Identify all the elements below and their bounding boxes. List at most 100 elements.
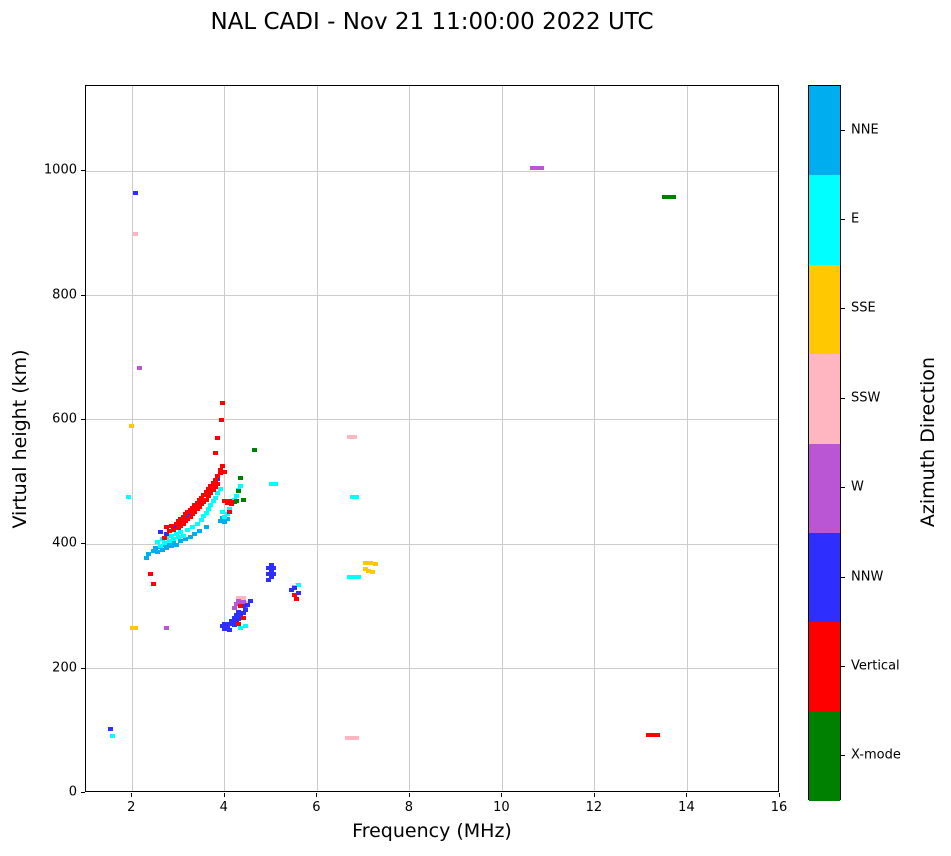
colorbar-label-ssw: SSW — [851, 390, 881, 406]
data-point-x-mode — [240, 497, 246, 502]
data-point-vertical — [178, 524, 184, 529]
data-point-vertical — [224, 501, 230, 506]
data-point-vertical — [217, 471, 223, 476]
x-tick-label: 12 — [585, 800, 603, 815]
data-point-vertical — [185, 517, 191, 522]
data-point-sse — [363, 566, 369, 571]
y-tick-mark — [81, 667, 85, 669]
data-point-vertical — [164, 524, 170, 529]
data-point-vertical — [645, 733, 651, 738]
data-point-e — [243, 624, 249, 629]
x-tick-mark — [593, 793, 595, 797]
data-point-vertical — [217, 467, 223, 472]
data-point-sse — [368, 560, 374, 565]
data-point-vertical — [189, 512, 195, 517]
data-point-ssw — [133, 231, 139, 236]
data-point-nnw — [226, 628, 232, 633]
y-gridline — [86, 295, 778, 297]
data-point-nnw — [266, 578, 272, 583]
data-point-e — [176, 535, 182, 540]
data-point-e — [180, 533, 186, 538]
data-point-vertical — [222, 470, 228, 475]
data-point-e — [173, 531, 179, 536]
x-tick-label: 6 — [312, 800, 321, 815]
y-gridline — [86, 419, 778, 421]
data-point-e — [238, 626, 244, 631]
data-point-nnw — [240, 610, 246, 615]
data-point-x-mode — [233, 498, 239, 503]
data-point-e — [349, 495, 355, 500]
data-point-e — [206, 506, 212, 511]
data-point-nnw — [270, 572, 276, 577]
data-point-nne — [217, 518, 223, 523]
data-point-w — [240, 600, 246, 605]
data-point-ssw — [349, 736, 355, 741]
data-point-vertical — [210, 480, 216, 485]
data-point-nne — [187, 534, 193, 539]
data-point-nne — [171, 539, 177, 544]
data-point-nnw — [222, 621, 228, 626]
data-point-nnw — [233, 613, 239, 618]
y-gridline — [86, 668, 778, 670]
data-point-nnw — [268, 575, 274, 580]
colorbar-label-x-mode: X-mode — [851, 747, 901, 763]
data-point-vertical — [226, 509, 232, 514]
data-point-w — [534, 166, 540, 171]
data-point-vertical — [294, 596, 299, 601]
azimuth-colorbar — [808, 85, 841, 801]
data-point-vertical — [171, 527, 177, 532]
data-point-e — [222, 514, 228, 519]
data-point-e — [219, 509, 225, 514]
colorbar-label-e: E — [851, 211, 860, 227]
x-tick-mark — [316, 793, 318, 797]
data-point-vertical — [208, 491, 214, 496]
data-point-nne — [152, 546, 158, 550]
data-point-vertical — [206, 494, 212, 499]
data-point-vertical — [240, 615, 246, 620]
data-point-vertical — [650, 733, 656, 738]
x-tick-mark — [779, 793, 780, 797]
data-point-vertical — [291, 593, 297, 598]
data-point-nne — [196, 529, 202, 534]
y-tick-mark — [81, 294, 85, 296]
data-point-vertical — [196, 504, 202, 509]
data-point-vertical — [215, 474, 221, 479]
data-point-sse — [133, 626, 139, 631]
data-point-vertical — [212, 450, 218, 455]
colorbar-segment-nne — [809, 86, 840, 176]
data-point-nnw — [236, 610, 242, 615]
data-point-nnw — [108, 726, 114, 731]
x-tick-label: 2 — [127, 800, 136, 815]
data-point-vertical — [215, 481, 221, 486]
data-point-nnw — [157, 529, 163, 534]
data-point-e — [178, 529, 184, 534]
data-point-e — [273, 481, 279, 486]
data-point-x-mode — [238, 475, 244, 480]
data-point-vertical — [226, 498, 232, 503]
data-point-sse — [129, 424, 135, 429]
data-point-e — [210, 499, 216, 504]
data-point-e — [171, 537, 177, 542]
y-tick-label: 800 — [52, 287, 77, 303]
data-point-nne — [182, 536, 188, 541]
data-point-vertical — [192, 509, 198, 514]
data-point-vertical — [208, 483, 214, 488]
data-point-e — [157, 543, 163, 548]
data-point-nne — [169, 544, 175, 549]
data-point-e — [162, 541, 168, 546]
data-point-e — [110, 733, 116, 738]
colorbar-segment-sse — [809, 264, 840, 355]
data-point-nne — [178, 538, 184, 543]
data-point-vertical — [203, 490, 209, 495]
data-point-vertical — [148, 572, 154, 577]
data-point-vertical — [236, 621, 242, 626]
data-point-vertical — [238, 604, 244, 609]
data-point-sse — [129, 626, 135, 631]
colorbar-label-nne: NNE — [851, 122, 879, 138]
data-point-vertical — [166, 529, 172, 534]
data-point-vertical — [215, 435, 221, 440]
data-point-e — [233, 493, 239, 498]
data-point-vertical — [187, 514, 193, 519]
data-point-nnw — [268, 569, 274, 573]
